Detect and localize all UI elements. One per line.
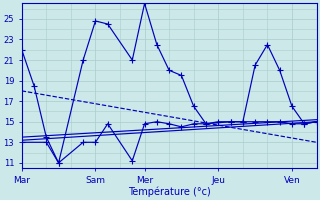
X-axis label: Température (°c): Température (°c)	[128, 186, 211, 197]
